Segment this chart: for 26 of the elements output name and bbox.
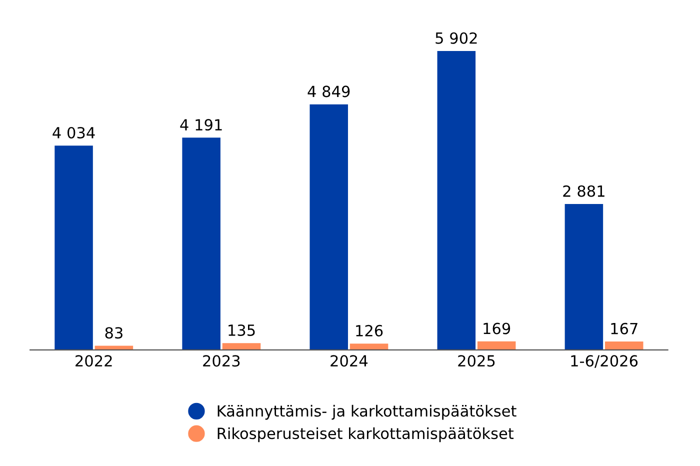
x-tick-label: 2025 [458,355,495,367]
x-tick-label: 1-6/2026 [571,355,638,368]
data-label: 2 881 [563,185,604,197]
legend-label: Käännyttämis- ja karkottamispäätökset [218,404,516,420]
x-tick-label: 2023 [203,355,240,367]
data-label: 4 849 [308,86,350,98]
x-tick-label: 2022 [76,355,112,367]
bar [437,51,476,350]
data-label: 126 [356,324,383,336]
data-label: 4 034 [52,126,95,139]
legend-label: Rikosperusteiset karkottamispäätökset [218,427,514,442]
data-label: 4 191 [180,119,222,131]
data-label: 83 [105,327,122,339]
bar [310,104,348,350]
bar [350,344,388,350]
bar [477,341,516,350]
x-tick-label: 2024 [330,355,368,367]
bar [604,342,644,350]
data-label: 5 902 [436,32,477,44]
data-label: 167 [611,322,638,334]
bar [54,146,93,350]
data-label: 169 [484,322,510,334]
data-label: 135 [228,324,255,336]
bar [564,204,604,350]
bar [182,138,220,350]
bar [222,343,261,350]
